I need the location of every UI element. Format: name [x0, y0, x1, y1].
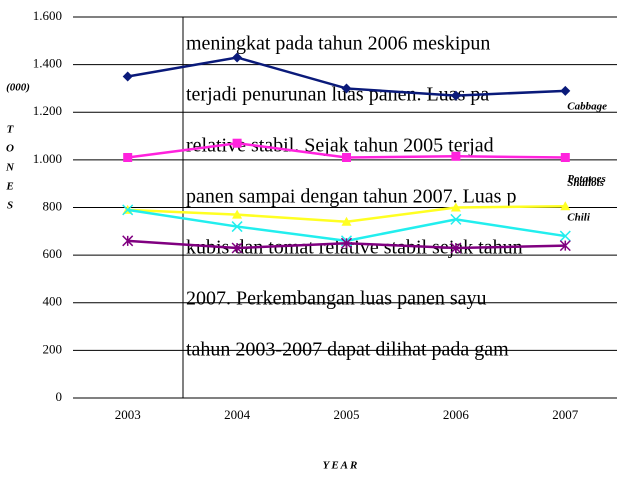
- unit-label: (000): [6, 82, 30, 94]
- point: [560, 85, 571, 96]
- y-tick-label: 1.000: [33, 151, 62, 166]
- x-tick-label: 2006: [443, 407, 470, 422]
- point: [450, 90, 461, 101]
- document-line: terjadi penurunan luas panen. Luas pa: [186, 84, 489, 106]
- series-label: Cabbage: [567, 100, 607, 112]
- point: [123, 152, 133, 162]
- point: [232, 209, 243, 219]
- point: [341, 83, 352, 94]
- x-tick-label: 2003: [115, 407, 141, 422]
- point: [342, 152, 351, 162]
- y-axis-label-letter: N: [5, 162, 15, 174]
- point: [231, 242, 243, 254]
- y-tick-label: 1.400: [33, 56, 62, 71]
- document-line: relative stabil. Sejak tahun 2005 terjad: [186, 135, 494, 157]
- point: [450, 242, 462, 254]
- document-line: kubis dan tomat relative stabil sejak ta…: [186, 237, 523, 259]
- point: [451, 151, 461, 161]
- y-axis-label-letter: T: [7, 124, 15, 136]
- y-axis-label-letter: O: [6, 143, 14, 155]
- document-line: meningkat pada tahun 2006 meskipun: [186, 33, 490, 55]
- y-axis-label-letter: S: [7, 200, 13, 212]
- point: [122, 235, 134, 247]
- document-line: panen sampai dengan tahun 2007. Luas p: [186, 186, 516, 208]
- y-tick-label: 400: [43, 294, 63, 309]
- point: [450, 213, 462, 225]
- y-tick-label: 600: [43, 246, 63, 261]
- point: [450, 202, 461, 212]
- point: [122, 71, 133, 82]
- x-axis-label: YEAR: [323, 460, 360, 472]
- point: [231, 221, 243, 233]
- document-line: tahun 2003-2007 dapat dilihat pada gam: [186, 339, 509, 361]
- series-label: Potatoes: [567, 173, 606, 185]
- y-tick-label: 1.200: [33, 103, 62, 118]
- y-tick-label: 800: [43, 198, 63, 213]
- x-tick-label: 2004: [224, 407, 251, 422]
- y-tick-label: 0: [56, 389, 63, 404]
- point: [340, 237, 353, 249]
- x-tick-label: 2005: [334, 407, 360, 422]
- y-tick-label: 200: [43, 341, 63, 356]
- point: [122, 204, 134, 216]
- series-label: Chili: [567, 212, 591, 224]
- point: [232, 138, 242, 148]
- point: [232, 52, 243, 63]
- y-axis-label-letter: E: [5, 181, 13, 193]
- document-line: 2007. Perkembangan luas panen sayu: [186, 288, 486, 310]
- point: [559, 240, 571, 252]
- point: [560, 152, 570, 162]
- series-label: Shallots: [567, 177, 604, 189]
- point: [341, 216, 352, 226]
- x-tick-label: 2007: [552, 407, 579, 422]
- point: [560, 201, 571, 211]
- point: [559, 230, 571, 242]
- y-tick-label: 1.600: [33, 8, 62, 23]
